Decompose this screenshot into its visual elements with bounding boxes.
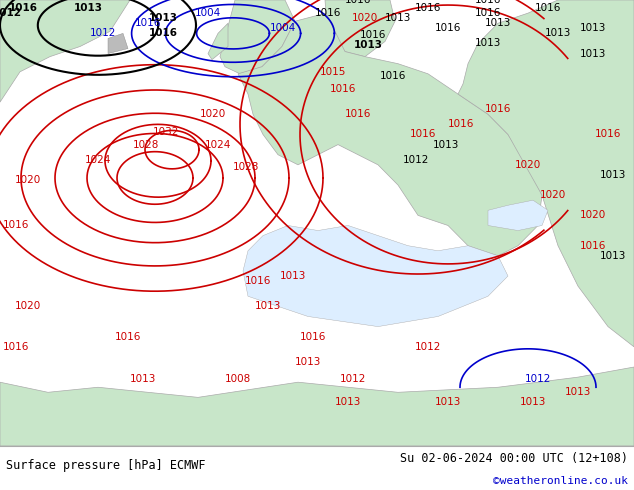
Text: 1013: 1013 — [74, 3, 103, 13]
Text: 1016: 1016 — [595, 129, 621, 140]
Polygon shape — [238, 13, 542, 256]
Text: 1020: 1020 — [200, 109, 226, 119]
Text: 1013: 1013 — [255, 301, 281, 311]
Text: 1024: 1024 — [205, 140, 231, 149]
Text: 1013: 1013 — [130, 374, 156, 384]
Text: 1016: 1016 — [360, 30, 386, 40]
Text: 1013: 1013 — [545, 28, 571, 38]
Text: 1020: 1020 — [540, 190, 566, 200]
Text: 1013: 1013 — [435, 397, 461, 407]
Text: 1020: 1020 — [580, 210, 606, 221]
Text: 1020: 1020 — [352, 13, 378, 23]
Polygon shape — [208, 23, 228, 60]
Text: 1013: 1013 — [600, 170, 626, 180]
Text: 1013: 1013 — [565, 387, 591, 397]
Text: 1016: 1016 — [475, 8, 501, 18]
Text: 1012: 1012 — [340, 374, 366, 384]
Text: Surface pressure [hPa] ECMWF: Surface pressure [hPa] ECMWF — [6, 459, 206, 472]
Polygon shape — [488, 200, 548, 230]
Text: 1012: 1012 — [90, 28, 116, 38]
Text: 1013: 1013 — [280, 271, 306, 281]
Text: ©weatheronline.co.uk: ©weatheronline.co.uk — [493, 476, 628, 486]
Text: 1020: 1020 — [15, 301, 41, 311]
Text: 1013: 1013 — [580, 24, 606, 33]
Text: 1020: 1020 — [515, 160, 541, 170]
Text: 1016: 1016 — [315, 8, 341, 18]
Text: 1028: 1028 — [233, 162, 259, 172]
Polygon shape — [243, 225, 508, 327]
Text: 1016: 1016 — [300, 332, 326, 342]
Polygon shape — [220, 0, 295, 74]
Text: 1012: 1012 — [525, 374, 551, 384]
Text: 1013: 1013 — [148, 13, 178, 23]
Text: 1013: 1013 — [580, 49, 606, 59]
Text: 1013: 1013 — [385, 13, 411, 23]
Text: 1004: 1004 — [270, 24, 296, 33]
Text: 1016: 1016 — [245, 276, 271, 286]
Text: 1016: 1016 — [345, 109, 371, 119]
Polygon shape — [0, 0, 130, 102]
Text: 1020: 1020 — [15, 175, 41, 185]
Polygon shape — [0, 367, 634, 446]
Text: 1016: 1016 — [3, 342, 29, 352]
Text: 1013: 1013 — [600, 251, 626, 261]
Text: 1016: 1016 — [580, 241, 606, 251]
Text: 1016: 1016 — [535, 3, 561, 13]
Text: 1016: 1016 — [115, 332, 141, 342]
Text: 1016: 1016 — [380, 71, 406, 81]
Text: 1004: 1004 — [195, 8, 221, 18]
Text: 1013: 1013 — [433, 140, 459, 149]
Text: 1024: 1024 — [85, 155, 111, 165]
Text: 1013: 1013 — [475, 39, 501, 49]
Text: 1016: 1016 — [475, 0, 501, 5]
Text: 1008: 1008 — [225, 374, 251, 384]
Text: 1012: 1012 — [415, 342, 441, 352]
Text: 1016: 1016 — [135, 18, 161, 28]
Text: 1013: 1013 — [295, 357, 321, 367]
Polygon shape — [108, 33, 128, 53]
Text: 1016: 1016 — [415, 3, 441, 13]
Polygon shape — [325, 0, 395, 57]
Text: 1013: 1013 — [485, 18, 511, 28]
Text: 1032: 1032 — [153, 127, 179, 138]
Text: 1012: 1012 — [403, 155, 429, 165]
Text: 1016: 1016 — [345, 0, 371, 5]
Text: 1015: 1015 — [320, 67, 346, 77]
Text: 1016: 1016 — [435, 24, 461, 33]
Text: 1028: 1028 — [133, 140, 159, 149]
Text: 1013: 1013 — [520, 397, 546, 407]
Polygon shape — [458, 0, 634, 347]
Text: 1016: 1016 — [148, 28, 178, 38]
Text: 1016: 1016 — [448, 120, 474, 129]
Text: 1016: 1016 — [485, 104, 511, 114]
Text: 1016: 1016 — [8, 3, 37, 13]
Text: 1016: 1016 — [410, 129, 436, 140]
Text: 1016: 1016 — [3, 220, 29, 230]
Text: 1012: 1012 — [0, 8, 22, 18]
Text: Su 02-06-2024 00:00 UTC (12+108): Su 02-06-2024 00:00 UTC (12+108) — [399, 452, 628, 465]
Text: 1013: 1013 — [335, 397, 361, 407]
Text: 1016: 1016 — [330, 84, 356, 94]
Text: 1013: 1013 — [354, 41, 382, 50]
